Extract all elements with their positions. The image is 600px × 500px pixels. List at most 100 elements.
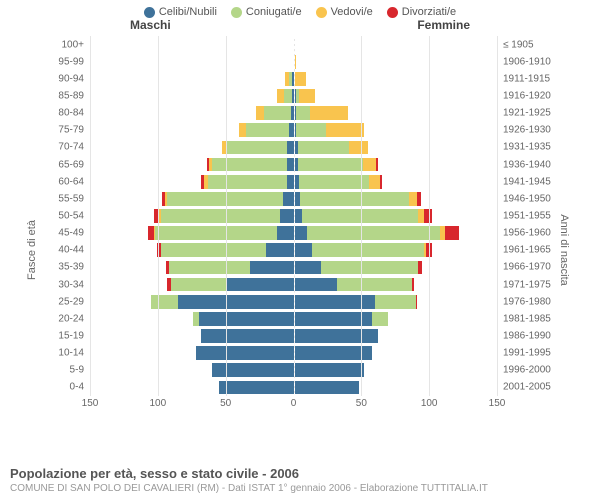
seg-c [199,312,294,326]
seg-c [226,278,294,292]
seg-c [219,381,294,395]
footer-sub: COMUNE DI SAN POLO DEI CAVALIERI (RM) - … [10,483,590,494]
seg-c [294,278,337,292]
bar-male [90,243,294,257]
seg-co [307,226,440,240]
legend-item: Celibi/Nubili [144,6,217,18]
age-label: 35-39 [50,262,90,273]
bar-male [90,295,294,309]
x-axis: 15010050050100150 [90,396,497,416]
x-tick: 100 [149,398,166,409]
age-label: 80-84 [50,108,90,119]
bar-female [294,243,498,257]
gridline [226,36,227,396]
age-label: 75-79 [50,125,90,136]
bar-male [90,141,294,155]
birth-label: 1946-1950 [497,193,551,204]
seg-c [266,243,293,257]
seg-v [239,123,246,137]
birth-label: 1976-1980 [497,296,551,307]
seg-c [294,381,359,395]
legend-swatch [316,7,327,18]
seg-c [287,158,294,172]
birth-label: 1926-1930 [497,125,551,136]
bar-male [90,175,294,189]
x-tick: 50 [356,398,367,409]
seg-co [161,209,280,223]
seg-c [294,329,378,343]
plot: 100+≤ 190595-991906-191090-941911-191585… [90,36,497,396]
bar-female [294,329,498,343]
y-axis-right-title: Anni di nascita [558,214,570,286]
legend-label: Vedovi/e [331,6,373,18]
seg-co [284,89,292,103]
birth-label: 1951-1955 [497,210,551,221]
seg-c [294,209,302,223]
seg-c [294,261,321,275]
seg-v [295,72,306,86]
seg-d [417,192,421,206]
seg-v [326,123,364,137]
seg-d [416,295,417,309]
seg-c [250,261,293,275]
bar-male [90,123,294,137]
bar-female [294,175,498,189]
seg-d [380,175,381,189]
seg-co [299,175,370,189]
seg-c [294,295,375,309]
bar-female [294,55,498,69]
seg-c [280,209,294,223]
age-label: 40-44 [50,245,90,256]
bar-female [294,261,498,275]
bar-female [294,106,498,120]
seg-c [283,192,294,206]
bar-female [294,141,498,155]
seg-co [372,312,388,326]
seg-co [321,261,419,275]
bar-female [294,158,498,172]
bar-male [90,89,294,103]
seg-co [302,209,419,223]
bar-female [294,89,498,103]
y-axis-left-title: Fasce di età [26,220,38,280]
age-label: 0-4 [50,382,90,393]
x-tick: 0 [291,398,297,409]
bar-male [90,363,294,377]
gridline [158,36,159,396]
seg-co [171,278,225,292]
seg-c [287,175,294,189]
header-male: Maschi [130,18,171,32]
seg-c [277,226,293,240]
age-label: 65-69 [50,159,90,170]
gridline [497,36,498,396]
seg-c [287,141,294,155]
bar-male [90,55,294,69]
birth-label: 1996-2000 [497,365,551,376]
legend-label: Coniugati/e [246,6,302,18]
seg-v [277,89,284,103]
age-label: 20-24 [50,313,90,324]
bar-male [90,278,294,292]
birth-label: 1986-1990 [497,330,551,341]
gridline [429,36,430,396]
seg-v [299,89,315,103]
legend-swatch [231,7,242,18]
birth-label: 1921-1925 [497,108,551,119]
gender-headers: Maschi Femmine [0,18,600,36]
x-tick: 150 [489,398,506,409]
age-label: 85-89 [50,90,90,101]
bar-male [90,312,294,326]
legend-item: Coniugati/e [231,6,302,18]
seg-co [155,226,277,240]
legend-label: Celibi/Nubili [159,6,217,18]
age-label: 15-19 [50,330,90,341]
seg-d [445,226,459,240]
bar-female [294,38,498,52]
age-label: 90-94 [50,73,90,84]
x-tick: 100 [421,398,438,409]
birth-label: 1961-1965 [497,245,551,256]
seg-co [208,175,287,189]
seg-v [349,141,368,155]
bar-male [90,38,294,52]
age-label: 10-14 [50,348,90,359]
